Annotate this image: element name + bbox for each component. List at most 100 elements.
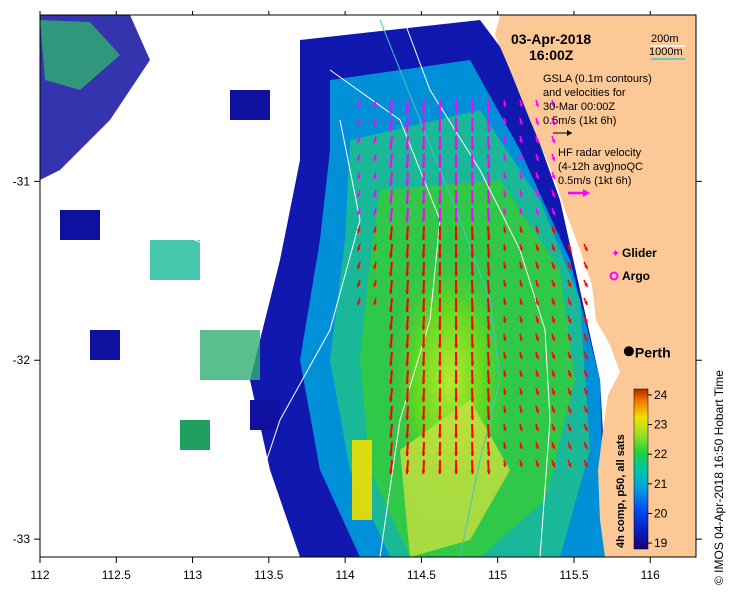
contour-200m (401, 14, 551, 558)
velocity-arrowhead (454, 344, 459, 348)
velocity-arrowhead (470, 182, 475, 186)
hf-legend: HF radar velocity (4-12h avg)noQC 0.5m/s… (558, 147, 643, 197)
velocity-arrowhead (389, 470, 393, 474)
lon-tick-label: 116 (641, 568, 660, 582)
velocity-arrowhead (389, 272, 393, 276)
velocity-arrowhead (389, 290, 393, 294)
gsla-line-1: GSLA (0.1m contours) (543, 73, 652, 85)
velocity-arrowhead (356, 301, 361, 305)
velocity-arrowhead (470, 452, 475, 456)
velocity-arrowhead (356, 265, 361, 269)
velocity-arrowhead (502, 247, 507, 251)
colorbar-ticks: 24 23 22 21 20 19 (648, 388, 668, 550)
velocity-arrowhead (502, 283, 507, 287)
velocity-arrowhead (551, 175, 556, 179)
velocity-arrowhead (437, 200, 442, 204)
velocity-arrowhead (519, 355, 523, 359)
colorbar-tick-label: 20 (654, 506, 668, 520)
velocity-arrowhead (389, 362, 393, 366)
velocity-arrowhead (551, 139, 556, 143)
velocity-arrowhead (421, 290, 426, 294)
velocity-arrowhead (567, 247, 572, 251)
velocity-arrowhead (470, 362, 475, 366)
velocity-arrowhead (535, 229, 539, 233)
velocity-arrowhead (421, 254, 426, 258)
sst-patch-west-green (40, 20, 120, 90)
velocity-arrowhead (470, 290, 475, 294)
velocity-arrowhead (454, 164, 459, 168)
velocity-arrowhead (486, 380, 491, 384)
velocity-arrowhead (454, 290, 459, 294)
velocity-arrowhead (405, 182, 410, 186)
velocity-arrowhead (502, 391, 507, 395)
contour-200m-label: 200m (651, 33, 679, 45)
velocity-arrowhead (502, 265, 507, 269)
map-date: 03-Apr-2018 (511, 31, 591, 47)
lon-tick-label: 113.5 (254, 568, 283, 582)
velocity-arrowhead (584, 283, 588, 287)
velocity-arrowhead (437, 272, 442, 276)
velocity-arrowhead (486, 218, 491, 222)
velocity-arrowhead (519, 373, 523, 377)
velocity-arrowhead (421, 272, 426, 276)
velocity-arrowhead (584, 391, 588, 395)
gsla-legend: GSLA (0.1m contours) and velocities for … (543, 73, 652, 136)
velocity-arrowhead (454, 110, 459, 114)
velocity-arrowhead (519, 445, 523, 449)
velocity-arrowhead (486, 362, 491, 366)
velocity-arrowhead (437, 290, 442, 294)
velocity-arrowhead (551, 103, 556, 107)
velocity-arrowhead (535, 193, 539, 197)
sst-speckle (150, 240, 200, 280)
velocity-arrowhead (454, 416, 459, 420)
velocity-arrowhead (421, 200, 426, 204)
velocity-arrowhead (551, 373, 556, 377)
velocity-arrowhead (454, 200, 459, 204)
velocity-arrowhead (535, 427, 539, 431)
velocity-arrowhead (470, 164, 475, 168)
velocity-arrowhead (470, 254, 475, 258)
velocity-arrowhead (389, 200, 393, 204)
velocity-arrowhead (405, 110, 410, 114)
velocity-arrowhead (551, 211, 556, 215)
velocity-arrowhead (551, 265, 556, 269)
velocity-arrowhead (470, 326, 475, 330)
velocity-arrowhead (454, 272, 459, 276)
sst-speckle (90, 330, 120, 360)
velocity-arrowhead (437, 164, 442, 168)
lat-tick-label: -31 (13, 174, 31, 188)
velocity-arrowhead (551, 337, 556, 341)
velocity-arrowhead (535, 175, 539, 179)
colorbar-tick-label: 22 (654, 447, 668, 461)
velocity-arrowhead (551, 463, 556, 467)
velocity-arrowhead (470, 416, 475, 420)
velocity-arrowhead (373, 265, 377, 269)
velocity-arrowhead (551, 409, 556, 413)
velocity-arrowhead (437, 326, 442, 330)
velocity-arrowhead (389, 416, 393, 420)
velocity-arrowhead (421, 452, 426, 456)
velocity-arrowhead (389, 344, 393, 348)
velocity-arrowhead (405, 164, 410, 168)
velocity-arrowhead (486, 398, 491, 402)
longitude-axis: 112 112.5 113 113.5 114 114.5 115 115.5 116 (30, 11, 660, 582)
velocity-arrowhead (502, 409, 507, 413)
velocity-arrowhead (486, 164, 491, 168)
velocity-arrowhead (356, 211, 361, 215)
velocity-arrowhead (454, 254, 459, 258)
velocity-arrowhead (486, 470, 491, 474)
velocity-arrowhead (454, 470, 459, 474)
velocity-arrowhead (584, 319, 588, 323)
gsla-scale: 0.5m/s (1kt 6h) (543, 115, 616, 127)
velocity-arrowhead (389, 452, 393, 456)
velocity-arrowhead (519, 427, 523, 431)
velocity-arrowhead (421, 434, 426, 438)
velocity-arrowhead (551, 319, 556, 323)
velocity-arrowhead (535, 355, 539, 359)
velocity-arrowhead (389, 218, 393, 222)
velocity-arrowhead (486, 254, 491, 258)
velocity-arrowhead (405, 326, 410, 330)
velocity-arrowhead (519, 319, 523, 323)
velocity-arrowhead (502, 139, 507, 143)
